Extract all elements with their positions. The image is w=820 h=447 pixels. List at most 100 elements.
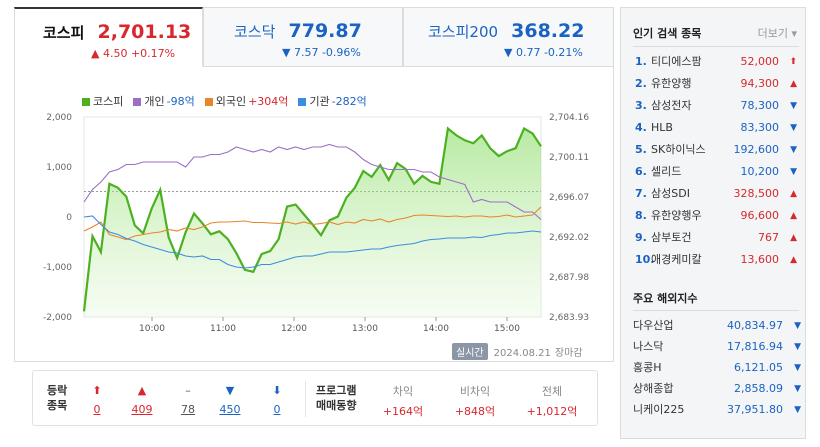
tab-kospi200-value: 368.22 bbox=[511, 20, 585, 42]
overseas-name[interactable]: 니케이225 bbox=[633, 403, 685, 416]
popular-rank: 9. bbox=[635, 231, 647, 244]
legend-label: 코스피 bbox=[93, 95, 124, 108]
flat-icon: – bbox=[185, 384, 191, 397]
tab-kosdaq[interactable]: 코스닥 779.87 ▼ 7.57 -0.96% bbox=[203, 7, 403, 67]
overseas-value: 2,858.09 bbox=[734, 382, 783, 395]
overseas-value: 6,121.05 bbox=[734, 361, 783, 374]
overseas-item[interactable]: 니케이225 37,951.80 ▼ bbox=[633, 399, 803, 421]
overseas-name[interactable]: 상해종합 bbox=[633, 382, 674, 395]
breadth-lower-limit[interactable]: ⬇ 0 bbox=[265, 383, 289, 416]
x-tick-label: 13:00 bbox=[352, 324, 378, 334]
legend-foreign[interactable]: 외국인 +304억 bbox=[204, 93, 288, 109]
popular-item[interactable]: 8. 유한양행우 96,600 ▲ bbox=[635, 205, 803, 227]
legend-swatch bbox=[82, 98, 90, 106]
breadth-label-line2: 종목 bbox=[47, 399, 68, 412]
program-non-arbitrage: 비차익 +848억 bbox=[445, 383, 505, 419]
breadth-count[interactable]: 0 bbox=[273, 403, 281, 416]
popular-price: 192,600 bbox=[733, 143, 780, 156]
y-tick-label: 2,704.16 bbox=[549, 113, 589, 123]
popular-name[interactable]: 애경케미칼 bbox=[651, 253, 702, 266]
popular-item[interactable]: 4. HLB 83,300 ▼ bbox=[635, 117, 803, 139]
tab-kospi200-name: 코스피200 bbox=[428, 23, 499, 41]
popular-name[interactable]: 삼성SDI bbox=[651, 187, 690, 200]
popular-rank: 4. bbox=[635, 121, 647, 134]
more-link[interactable]: 더보기 ▾ bbox=[758, 25, 797, 41]
program-label: 프로그램 매매동향 bbox=[316, 383, 356, 413]
realtime-date: 2024.08.21 bbox=[493, 348, 551, 359]
popular-name[interactable]: 삼성전자 bbox=[651, 99, 692, 112]
arrow-down-icon: ▼ bbox=[790, 101, 797, 111]
more-label: 더보기 bbox=[757, 27, 788, 40]
x-axis: 10:00 11:00 12:00 13:00 14:00 15:00 bbox=[139, 317, 520, 334]
popular-price: 328,500 bbox=[733, 187, 780, 200]
divider bbox=[633, 310, 799, 311]
legend-institution[interactable]: 기관 -282억 bbox=[298, 93, 367, 109]
chart-series bbox=[82, 126, 542, 317]
intraday-chart[interactable]: 2,000 1,000 0 -1,000 -2,000 2,704.16 2,700.11… bbox=[14, 105, 614, 345]
overseas-value: 40,834.97 bbox=[727, 319, 783, 332]
breadth-count[interactable]: 78 bbox=[181, 403, 195, 416]
legend-swatch bbox=[204, 98, 213, 106]
overseas-item[interactable]: 홍콩H 6,121.05 ▼ bbox=[633, 357, 803, 379]
breadth-fall[interactable]: ▼ 450 bbox=[215, 383, 245, 416]
popular-price: 52,000 bbox=[740, 55, 780, 68]
arrow-up-icon: ▲ bbox=[790, 79, 797, 89]
popular-item[interactable]: 5. SK하이닉스 192,600 ▼ bbox=[635, 139, 803, 161]
overseas-name[interactable]: 다우산업 bbox=[633, 319, 674, 332]
legend-label: 개인 bbox=[144, 95, 165, 108]
fall-icon: ▼ bbox=[225, 384, 235, 397]
popular-item[interactable]: 10.애경케미칼 13,600 ▲ bbox=[635, 249, 803, 271]
popular-name[interactable]: 티디에스팜 bbox=[651, 55, 702, 68]
arrow-down-icon: ▼ bbox=[790, 145, 797, 155]
popular-name[interactable]: SK하이닉스 bbox=[651, 143, 706, 156]
breadth-count[interactable]: 409 bbox=[131, 403, 153, 416]
breadth-count[interactable]: 450 bbox=[219, 403, 241, 416]
realtime-badge[interactable]: 실시간 bbox=[452, 343, 488, 360]
popular-item[interactable]: 1. 티디에스팜 52,000 ⬆ bbox=[635, 51, 803, 73]
chevron-down-icon: ▾ bbox=[787, 27, 797, 40]
breadth-rise[interactable]: ▲ 409 bbox=[127, 383, 157, 416]
program-header: 비차익 bbox=[459, 385, 491, 398]
overseas-item[interactable]: 상해종합 2,858.09 ▼ bbox=[633, 378, 803, 400]
popular-item[interactable]: 7. 삼성SDI 328,500 ▲ bbox=[635, 183, 803, 205]
y-tick-label: 2,000 bbox=[46, 113, 72, 123]
arrow-down-icon: ▼ bbox=[790, 167, 797, 177]
popular-name[interactable]: 삼부토건 bbox=[651, 231, 692, 244]
overseas-item[interactable]: 나스닥 17,816.94 ▼ bbox=[633, 336, 803, 358]
breadth-flat[interactable]: – 78 bbox=[173, 383, 203, 416]
program-value: +164억 bbox=[382, 405, 424, 418]
lower-limit-icon: ⬇ bbox=[272, 384, 282, 397]
popular-name[interactable]: HLB bbox=[651, 121, 673, 134]
arrow-down-icon: ▼ bbox=[794, 342, 801, 352]
popular-price: 78,300 bbox=[740, 99, 780, 112]
popular-rank: 6. bbox=[635, 165, 647, 178]
arrow-down-icon: ▼ bbox=[794, 384, 801, 394]
index-tabs: 코스피 2,701.13 ▲ 4.50 +0.17% 코스닥 779.87 ▼ … bbox=[14, 7, 614, 67]
overseas-name[interactable]: 홍콩H bbox=[633, 361, 662, 374]
arrow-up-icon: ▲ bbox=[790, 189, 797, 199]
popular-name[interactable]: 셀리드 bbox=[651, 165, 682, 178]
overseas-item[interactable]: 다우산업 40,834.97 ▼ bbox=[633, 315, 803, 337]
legend-label: 외국인 bbox=[215, 95, 247, 108]
popular-item[interactable]: 6. 셀리드 10,200 ▼ bbox=[635, 161, 803, 183]
popular-price: 10,200 bbox=[740, 165, 780, 178]
popular-rank: 1. bbox=[635, 55, 647, 68]
tab-kosdaq-change: ▼ 7.57 -0.96% bbox=[282, 46, 361, 59]
breadth-count[interactable]: 0 bbox=[93, 403, 101, 416]
legend-individual[interactable]: 개인 -98억 bbox=[133, 93, 195, 109]
tab-kospi[interactable]: 코스피 2,701.13 ▲ 4.50 +0.17% bbox=[14, 7, 203, 67]
program-header: 전체 bbox=[541, 385, 563, 398]
popular-item[interactable]: 2. 유한양행 94,300 ▲ bbox=[635, 73, 803, 95]
popular-name[interactable]: 유한양행 bbox=[651, 77, 692, 90]
popular-name[interactable]: 유한양행우 bbox=[651, 209, 702, 222]
popular-price: 767 bbox=[758, 231, 779, 244]
right-sidebar: 인기 검색 종목 더보기 ▾ 1. 티디에스팜 52,000 ⬆ 2. 유한양행 94,30… bbox=[620, 7, 806, 439]
legend-kospi[interactable]: 코스피 bbox=[82, 93, 123, 109]
overseas-name[interactable]: 나스닥 bbox=[633, 340, 664, 353]
breadth-upper-limit[interactable]: ⬆ 0 bbox=[85, 383, 109, 416]
tab-kospi200[interactable]: 코스피200 368.22 ▼ 0.77 -0.21% bbox=[403, 7, 614, 67]
arrow-up-icon: ▲ bbox=[790, 233, 797, 243]
popular-item[interactable]: 3. 삼성전자 78,300 ▼ bbox=[635, 95, 803, 117]
popular-item[interactable]: 9. 삼부토건 767 ▲ bbox=[635, 227, 803, 249]
arrow-down-icon: ▼ bbox=[790, 123, 797, 133]
